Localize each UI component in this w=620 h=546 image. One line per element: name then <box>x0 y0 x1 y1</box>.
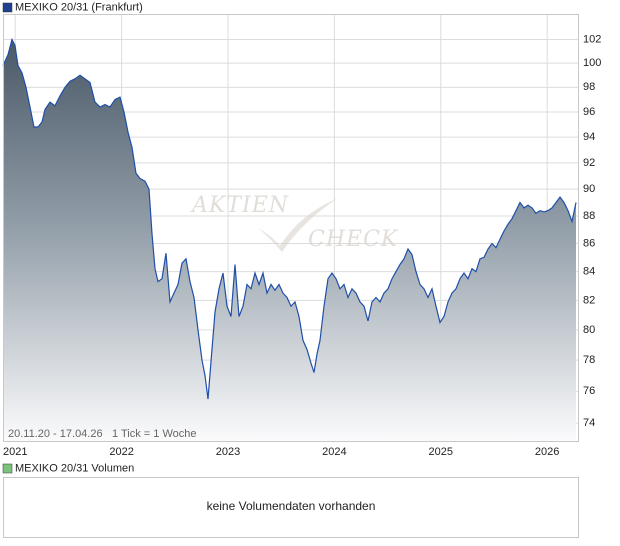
date-range: 20.11.20 - 17.04.26 <box>8 428 103 440</box>
x-tick-label: 2021 <box>3 446 27 458</box>
y-tick-label: 92 <box>583 157 595 169</box>
plot-frame <box>3 14 579 442</box>
chart-title: MEXIKO 20/31 (Frankfurt) <box>15 1 143 13</box>
y-tick-label: 86 <box>583 237 595 249</box>
area-fill <box>3 39 576 441</box>
volume-title: MEXIKO 20/31 Volumen <box>15 462 134 474</box>
watermark: CHECK <box>308 227 399 252</box>
y-tick-label: 84 <box>583 265 595 277</box>
y-tick-label: 90 <box>583 183 595 195</box>
volume-message: keine Volumendaten vorhanden <box>207 499 376 513</box>
x-tick-label: 2024 <box>322 446 346 458</box>
price-line <box>2 37 577 400</box>
y-tick-label: 100 <box>583 57 601 69</box>
y-tick-label: 78 <box>583 354 595 366</box>
y-tick-label: 80 <box>583 324 595 336</box>
y-tick-label: 88 <box>583 210 595 222</box>
x-tick-label: 2023 <box>216 446 240 458</box>
watermark-check <box>258 198 338 252</box>
y-tick-label: 98 <box>583 81 595 93</box>
legend-swatch <box>2 2 13 13</box>
x-tick-label: 2025 <box>429 446 453 458</box>
watermark: AKTIEN <box>190 193 289 218</box>
y-tick-label: 82 <box>583 294 595 306</box>
x-tick-label: 2022 <box>109 446 133 458</box>
y-tick-label: 96 <box>583 106 595 118</box>
y-tick-label: 102 <box>583 33 601 45</box>
y-tick-label: 76 <box>583 385 595 397</box>
volume-frame <box>3 477 579 538</box>
y-tick-label: 74 <box>583 417 595 429</box>
y-tick-label: 94 <box>583 131 595 143</box>
volume-legend-swatch <box>2 463 13 474</box>
tick-note: 1 Tick = 1 Woche <box>112 428 196 440</box>
x-tick-label: 2026 <box>535 446 559 458</box>
